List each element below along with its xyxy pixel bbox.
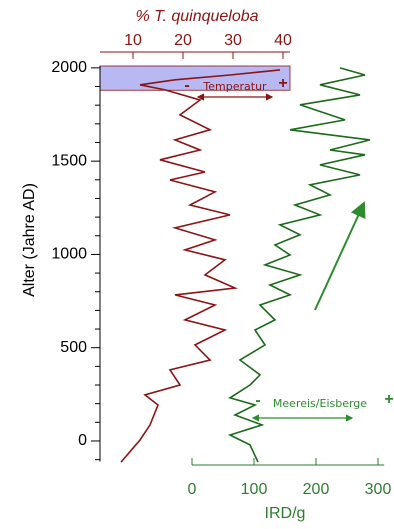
x-tick-label: 200 bbox=[303, 481, 330, 498]
x-tick-label: 300 bbox=[365, 481, 392, 498]
trend-arrow bbox=[314, 201, 366, 311]
x2-tick-label: 10 bbox=[124, 32, 142, 49]
x2-tick-label: 30 bbox=[224, 32, 242, 49]
series-line bbox=[227, 67, 371, 463]
x-tick-label: 0 bbox=[188, 481, 197, 498]
y-tick-label: 1000 bbox=[51, 246, 87, 263]
annotation-high: + bbox=[384, 391, 393, 408]
x-axis-label: IRD/g bbox=[265, 505, 306, 522]
annotation-low: - bbox=[255, 392, 260, 409]
annotation: Temperatur bbox=[202, 80, 267, 93]
y-tick-label: 500 bbox=[60, 339, 87, 356]
x2-axis-label: % T. quinqueloba bbox=[135, 8, 258, 25]
series-line bbox=[120, 69, 281, 463]
x2-tick-label: 20 bbox=[174, 32, 192, 49]
x-tick-label: 100 bbox=[241, 481, 268, 498]
annotation: Meereis/Eisberge bbox=[273, 397, 367, 410]
annotation-high: + bbox=[278, 75, 287, 92]
y-tick-label: 1500 bbox=[51, 152, 87, 169]
x2-tick-label: 40 bbox=[274, 32, 292, 49]
annotation-low: - bbox=[184, 77, 189, 94]
y-axis-label: Alter (Jahre AD) bbox=[21, 183, 38, 297]
y-tick-label: 0 bbox=[78, 432, 87, 449]
y-tick-label: 2000 bbox=[51, 59, 87, 76]
